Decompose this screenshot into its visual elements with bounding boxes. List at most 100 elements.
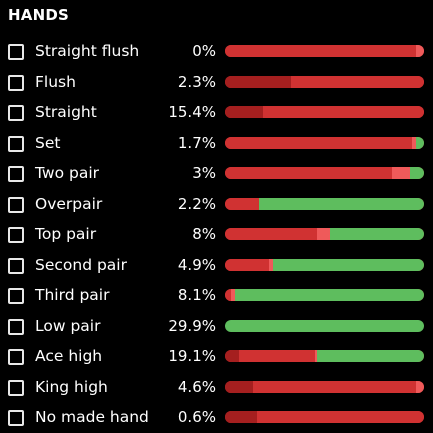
hand-label: King high — [35, 377, 108, 396]
hand-checkbox[interactable] — [8, 349, 24, 365]
hand-equity-bar — [225, 228, 424, 240]
bar-segment-red — [262, 106, 424, 118]
bar-segment-green — [416, 136, 424, 149]
hand-checkbox[interactable] — [8, 135, 24, 152]
hand-percentage: 8.1% — [177, 286, 216, 304]
bar-segment-dark-red — [225, 350, 239, 362]
hand-percentage: 0% — [192, 42, 216, 60]
bar-segment-light-red — [316, 228, 331, 240]
hand-percentage: 4.9% — [177, 255, 216, 274]
hand-label: Set — [35, 133, 61, 152]
bar-segment-red — [256, 411, 424, 423]
hand-equity-bar — [225, 167, 424, 179]
hand-row-no-made-hand[interactable]: No made hand 0.6% — [0, 405, 433, 433]
hand-label: Low pair — [35, 316, 101, 335]
hand-equity-bar — [225, 75, 424, 88]
bar-segment-red — [225, 258, 269, 271]
hand-row-third-pair[interactable]: Third pair 8.1% — [0, 283, 433, 313]
hand-row-second-pair[interactable]: Second pair 4.9% — [0, 253, 433, 283]
hand-checkbox[interactable] — [8, 105, 24, 121]
bar-segment-red — [225, 289, 231, 301]
hand-label: Flush — [35, 72, 76, 91]
bar-segment-green — [272, 258, 424, 271]
bar-segment-light-red — [268, 258, 273, 271]
bar-segment-red — [225, 136, 413, 149]
bar-segment-red — [252, 380, 417, 393]
hand-percentage: 2.2% — [177, 194, 216, 213]
bar-segment-dark-red — [225, 75, 291, 88]
hand-percentage: 15.4% — [168, 103, 216, 121]
hand-label: Overpair — [35, 194, 103, 213]
hand-row-flush[interactable]: Flush 2.3% — [0, 70, 433, 100]
bar-segment-red — [238, 350, 315, 362]
hand-row-straight[interactable]: Straight 15.4% — [0, 100, 433, 130]
bar-segment-green — [234, 289, 424, 301]
hand-checkbox[interactable] — [8, 257, 24, 274]
hand-label: Ace high — [35, 347, 103, 365]
hand-checkbox[interactable] — [8, 227, 24, 243]
bar-segment-light-red — [412, 136, 417, 149]
hand-label: Top pair — [35, 225, 97, 243]
hand-equity-bar — [225, 350, 424, 362]
bar-segment-dark-red — [225, 411, 257, 423]
hand-row-straight-flush[interactable]: Straight flush 0% — [0, 39, 433, 69]
hand-row-overpair[interactable]: Overpair 2.2% — [0, 192, 433, 222]
hand-percentage: 3% — [192, 164, 216, 182]
hand-percentage: 4.6% — [177, 377, 216, 396]
hand-equity-bar — [225, 106, 424, 118]
bar-segment-light-red — [392, 167, 411, 179]
bar-segment-dark-red — [225, 106, 263, 118]
bar-segment-red — [290, 75, 424, 88]
panel-title: HANDS — [8, 6, 69, 24]
hand-percentage: 8% — [192, 225, 216, 243]
bar-segment-light-red — [230, 289, 235, 301]
hand-row-two-pair[interactable]: Two pair 3% — [0, 161, 433, 191]
hand-row-top-pair[interactable]: Top pair 8% — [0, 222, 433, 252]
hand-checkbox[interactable] — [8, 44, 24, 60]
bar-segment-green — [258, 197, 424, 210]
hand-row-king-high[interactable]: King high 4.6% — [0, 375, 433, 405]
hand-label: Third pair — [35, 286, 110, 304]
bar-segment-green — [225, 319, 424, 332]
hand-checkbox[interactable] — [8, 196, 24, 213]
hand-percentage: 1.7% — [177, 133, 216, 152]
hand-label: No made hand — [35, 408, 149, 426]
hand-equity-bar — [225, 258, 424, 271]
hand-label: Straight flush — [35, 42, 140, 60]
hand-equity-bar — [225, 380, 424, 393]
hand-row-ace-high[interactable]: Ace high 19.1% — [0, 344, 433, 374]
hand-equity-bar — [225, 136, 424, 149]
hand-row-low-pair[interactable]: Low pair 29.9% — [0, 314, 433, 344]
hand-equity-bar — [225, 411, 424, 423]
hand-label: Two pair — [35, 164, 100, 182]
hand-equity-bar — [225, 197, 424, 210]
bar-segment-green — [316, 350, 424, 362]
hand-percentage: 29.9% — [168, 316, 216, 335]
hand-label: Straight — [35, 103, 97, 121]
hand-percentage: 0.6% — [177, 408, 216, 426]
bar-segment-red — [225, 45, 417, 57]
bar-segment-light-red — [416, 45, 424, 57]
bar-segment-green — [330, 228, 424, 240]
hand-percentage: 2.3% — [177, 72, 216, 91]
hand-equity-bar — [225, 319, 424, 332]
hand-checkbox[interactable] — [8, 379, 24, 396]
bar-segment-red — [225, 167, 393, 179]
hand-checkbox[interactable] — [8, 318, 24, 335]
bar-segment-red — [225, 197, 259, 210]
hand-checkbox[interactable] — [8, 74, 24, 91]
hand-checkbox[interactable] — [8, 288, 24, 304]
bar-segment-light-red — [314, 350, 317, 362]
hand-equity-bar — [225, 289, 424, 301]
hand-checkbox[interactable] — [8, 410, 24, 426]
hand-row-set[interactable]: Set 1.7% — [0, 131, 433, 161]
hand-percentage: 19.1% — [168, 347, 216, 365]
hand-equity-bar — [225, 45, 424, 57]
bar-segment-red — [225, 228, 317, 240]
hand-label: Second pair — [35, 255, 127, 274]
bar-segment-dark-red — [225, 380, 253, 393]
hand-checkbox[interactable] — [8, 166, 24, 182]
bar-segment-light-red — [416, 380, 424, 393]
bar-segment-green — [410, 167, 424, 179]
